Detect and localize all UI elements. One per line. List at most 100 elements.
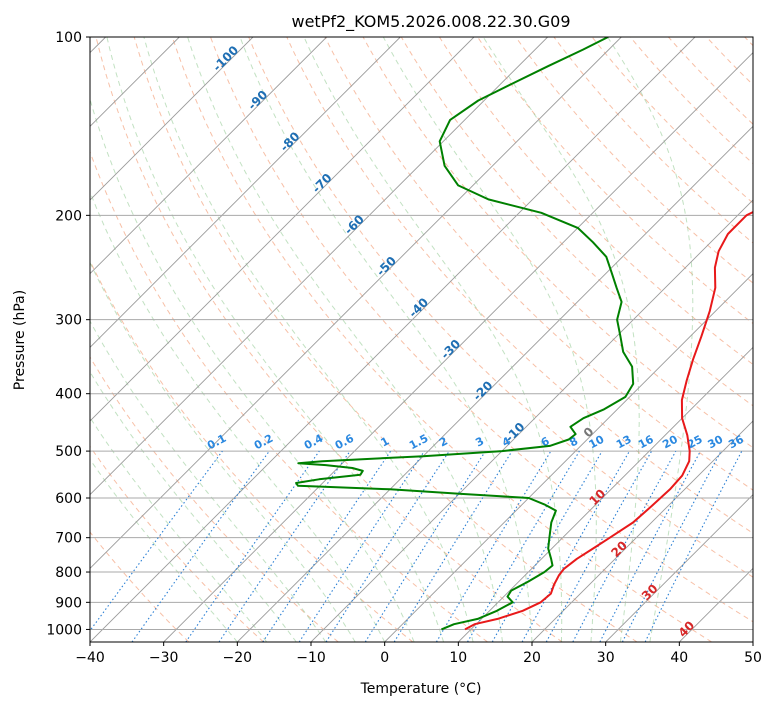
isotherm [310,199,753,642]
mixing-ratio-label: 36 [726,433,746,452]
background-lines [90,37,753,642]
mixing-ratio-line [185,450,320,642]
isotherm-label: -60 [342,212,367,237]
mixing-ratio-line [90,450,223,632]
isotherm-label: -70 [309,171,334,196]
dry-adiabat [171,37,712,642]
x-tick-label: 30 [597,650,615,666]
isotherm-label: 30 [639,581,661,603]
dry-adiabat [90,150,488,642]
dry-adiabat [706,37,753,86]
moist-adiabat [187,37,503,642]
dry-adiabat [744,37,753,47]
dry-adiabat [248,37,753,578]
x-tick-label: 10 [449,650,467,666]
moist-adiabat [239,37,533,642]
isotherm [90,37,401,348]
mixing-ratio-line [521,450,630,642]
moist-adiabat [482,37,640,642]
x-tick-label: −40 [75,650,105,666]
mixing-ratio-label: 3 [473,434,486,449]
moist-adiabat [90,370,297,642]
dry-adiabat [90,445,264,642]
isotherm-label: 10 [587,486,609,508]
isotherm [752,641,753,642]
mixing-ratio-line [435,450,552,642]
isotherm-label: -40 [406,295,431,320]
mixing-ratio-line [545,450,653,642]
sounding-profiles [295,37,753,631]
x-tick-label: −30 [149,650,179,666]
isotherm [90,37,254,201]
y-tick-label: 300 [55,313,82,329]
mixing-ratio-label: 0.2 [252,432,275,453]
y-tick-label: 800 [55,565,82,581]
y-tick-label: 200 [55,208,82,224]
moist-adiabat [303,37,563,642]
mixing-ratio-label: 20 [660,433,680,452]
isotherm [90,37,475,422]
x-tick-label: 50 [744,650,762,666]
mixing-ratio-line [644,450,743,642]
isotherm [90,37,327,275]
mixing-ratio-label: 2 [437,434,450,449]
moist-adiabat [382,37,597,642]
y-tick-label: 500 [55,444,82,460]
axes: −40 −30 −20 −10 0 10 20 30 40 50 1000 900 800 700 600 5… [46,30,762,666]
isotherm-label: -30 [438,337,463,362]
dry-adiabat [668,37,753,125]
x-tick-label: 0 [380,650,389,666]
isotherm [90,37,622,569]
dry-adiabat [438,37,753,366]
dry-adiabat [90,356,339,642]
mixing-ratio-line [298,450,425,642]
mixing-ratio-label: 0.1 [205,432,228,453]
mixing-ratio-line [364,450,486,642]
mixing-ratio-label: 30 [706,433,726,452]
isotherm-label: -90 [245,88,270,113]
plot-frame [89,36,754,643]
isotherm [458,346,753,642]
x-tick-label: −10 [296,650,326,666]
isotherm [605,494,753,642]
moist-adiabat [90,261,356,642]
mixing-ratio-label: 0.6 [333,432,357,453]
isotherm [90,37,548,496]
temperature-profile [464,210,753,631]
moist-adiabat [90,190,386,642]
mixing-ratio-line [467,450,580,642]
moist-adiabat [90,458,238,642]
isotherm [90,37,696,642]
moist-adiabat [143,37,474,642]
dry-adiabat [133,37,638,642]
x-tick-label: −20 [223,650,253,666]
mixing-ratio-line [131,450,270,642]
y-tick-label: 100 [55,30,82,46]
isotherm [237,125,753,642]
dry-adiabat [90,531,190,642]
moist-adiabat [90,416,268,642]
isotherm-label: -80 [277,129,302,154]
moist-adiabat [607,37,694,642]
dewpoint-profile [295,37,635,631]
isotherm-label: -20 [470,378,495,403]
dry-adiabat [210,37,753,623]
y-tick-label: 1000 [46,622,82,638]
isotherm [163,52,753,642]
mixing-ratio-label: 13 [614,433,634,452]
isotherm [679,567,753,642]
mixing-ratio-label: 0.4 [302,432,326,453]
mixing-ratio-line [572,450,677,642]
y-tick-label: 600 [55,491,82,507]
chart-title: wetPf2_KOM5.2026.008.22.30.G09 [291,12,570,32]
isotherm [531,420,753,642]
moist-adiabat [106,37,445,642]
y-tick-label: 900 [55,595,82,611]
mixing-ratio-line [218,450,351,642]
y-tick-label: 700 [55,531,82,547]
mixing-ratio-line [262,450,392,642]
x-axis-label: Temperature (°C) [360,681,482,697]
isotherm [384,273,753,642]
isotherm-label: 20 [608,538,630,560]
